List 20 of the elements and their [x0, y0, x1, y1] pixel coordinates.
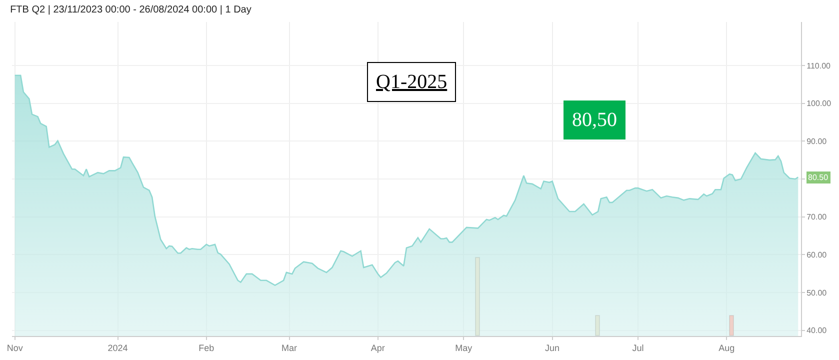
y-tick-label: 70.00	[806, 212, 828, 222]
y-tick-label: 110.00	[806, 61, 832, 70]
y-tick-label: 50.00	[806, 288, 828, 298]
y-tick-label: 40.00	[806, 326, 828, 336]
x-tick-label: 2024	[108, 342, 128, 353]
x-tick-label: Nov	[6, 342, 24, 353]
annotation: 80.50	[808, 173, 829, 182]
x-tick-label: Feb	[198, 342, 214, 353]
chart-title: FTB Q2 | 23/11/2023 00:00 - 26/08/2024 00:00 | 1 Day	[10, 4, 252, 16]
y-tick-label: 60.00	[806, 250, 828, 260]
annotation: Q1-2025	[376, 71, 448, 93]
x-tick-label: Jun	[545, 342, 560, 353]
y-tick-label: 90.00	[806, 136, 828, 146]
x-tick-label: Mar	[282, 342, 298, 353]
x-tick-label: Aug	[718, 342, 735, 353]
x-tick-label: May	[455, 342, 473, 353]
annotation: 80,50	[572, 109, 617, 131]
y-tick-label: 100.00	[806, 99, 832, 108]
x-tick-label: Jul	[632, 342, 644, 353]
x-tick-label: Apr	[370, 342, 385, 353]
